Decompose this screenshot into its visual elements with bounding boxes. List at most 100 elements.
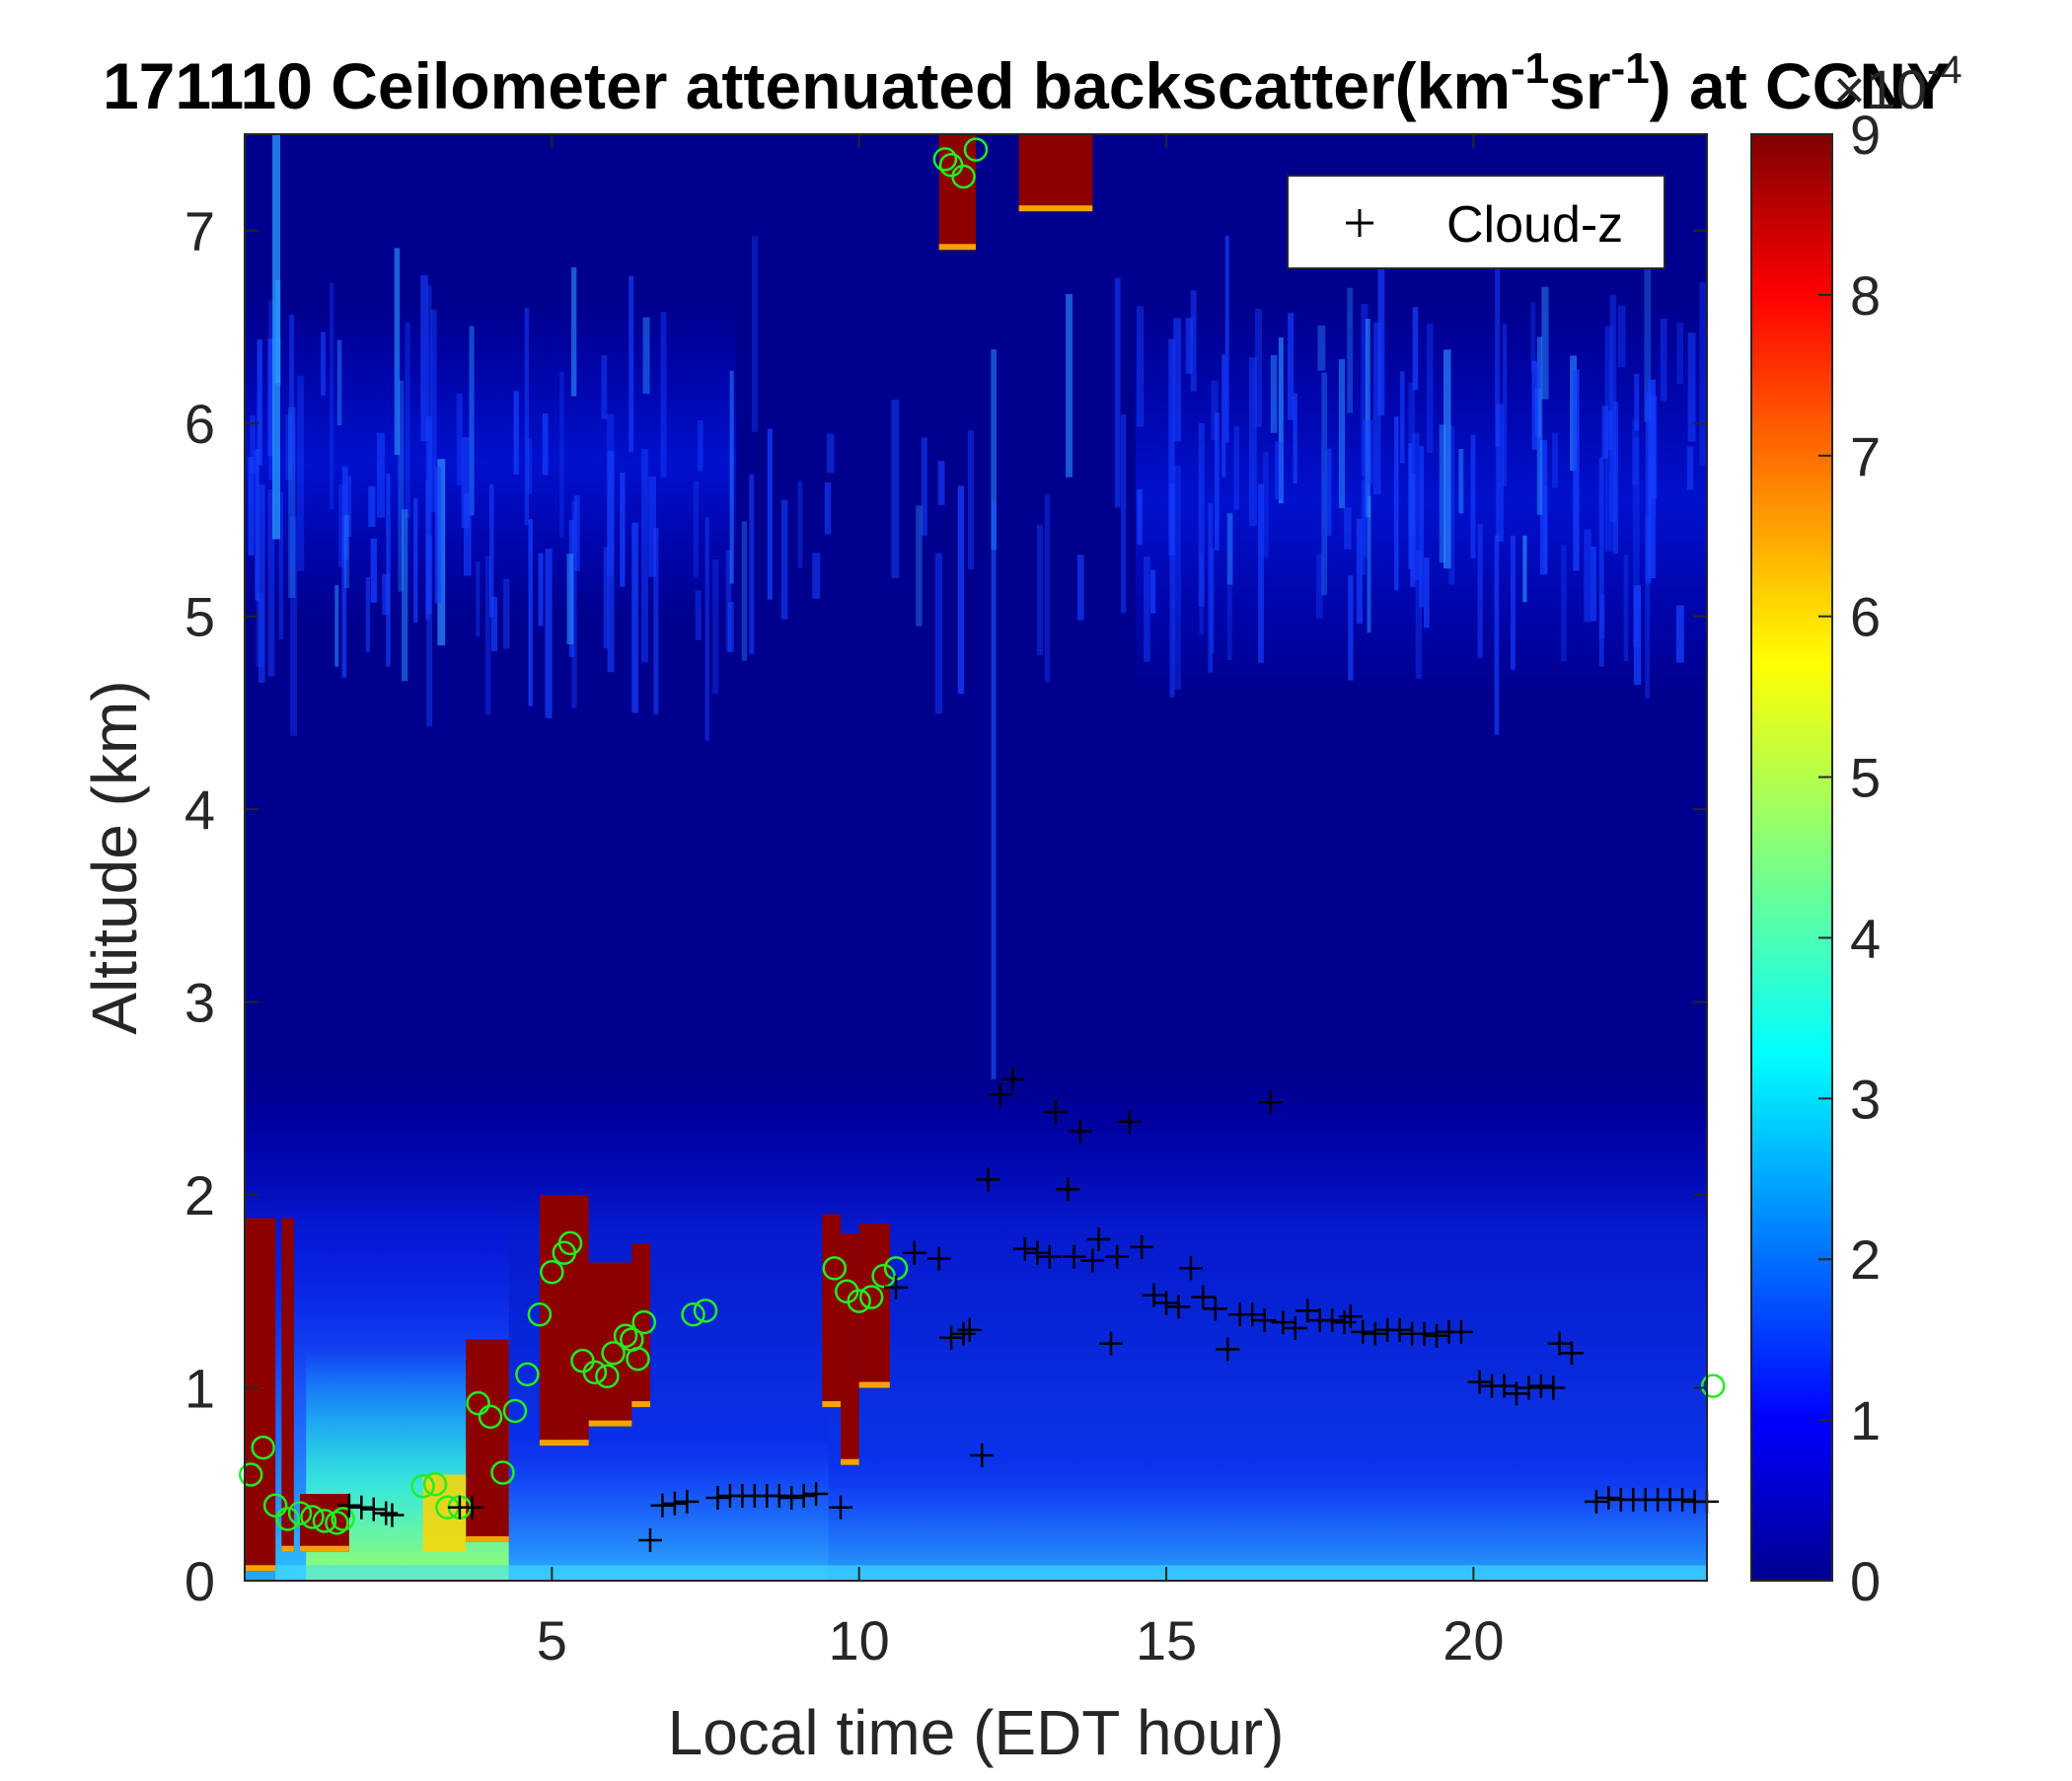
cloud-z-marker [637, 1527, 662, 1552]
backscatter-streak [344, 476, 352, 537]
backscatter-streak [603, 547, 609, 649]
backscatter-streak [1077, 555, 1084, 621]
backscatter-streak [258, 483, 265, 683]
backscatter-streak [290, 516, 298, 736]
backscatter-streak [267, 337, 274, 457]
backscatter-streak [405, 322, 410, 519]
green-circle-marker [595, 1364, 620, 1389]
backscatter-streak [749, 474, 755, 654]
backscatter-streak [1168, 338, 1175, 556]
backscatter-streak [1496, 404, 1504, 542]
green-circle-marker [626, 1346, 650, 1372]
backscatter-streak [1400, 371, 1405, 464]
cloud-block [539, 1195, 589, 1447]
backscatter-streak [285, 414, 293, 481]
cloud-block [841, 1233, 859, 1465]
cloud-z-marker [1528, 1373, 1553, 1398]
backscatter-streak [513, 391, 519, 475]
cloud-z-marker [1203, 1297, 1227, 1321]
backscatter-streak [267, 488, 275, 677]
backscatter-streak [991, 500, 997, 1079]
backscatter-streak [1494, 535, 1500, 735]
backscatter-streak [693, 481, 699, 578]
cloud-block-edge [1018, 205, 1093, 212]
surface-band [245, 1565, 1707, 1581]
backscatter-streak [490, 596, 498, 652]
green-circle-marker [422, 1472, 448, 1497]
cloud-z-marker [1191, 1285, 1216, 1309]
backscatter-streak [1208, 503, 1214, 673]
cloud-block [281, 1218, 294, 1552]
backscatter-streak [712, 559, 719, 695]
backscatter-streak [729, 370, 734, 584]
backscatter-streak [1169, 482, 1175, 698]
cloud-z-marker [791, 1483, 816, 1508]
backscatter-streak [1210, 548, 1215, 654]
green-circle-marker [325, 1511, 349, 1535]
backscatter-streak [489, 483, 494, 618]
backscatter-streak [1287, 313, 1295, 420]
backscatter-streak [365, 577, 370, 652]
backscatter-streak [934, 553, 942, 714]
backscatter-streak [1221, 353, 1226, 478]
backscatter-streak [937, 461, 945, 505]
y-tick-label: 7 [185, 200, 215, 262]
cloud-z-marker [374, 1501, 399, 1525]
colorbar-tick-label: 1 [1850, 1389, 1881, 1451]
backscatter-streak [386, 474, 391, 667]
cloud-z-marker [1252, 1308, 1277, 1333]
backscatter-streak [1211, 380, 1219, 440]
green-circle-marker [693, 1299, 718, 1323]
cloud-z-marker [884, 1275, 909, 1299]
legend[interactable]: Cloud-z [1287, 175, 1665, 269]
backscatter-streak [1477, 523, 1483, 658]
y-tick-label: 5 [185, 586, 215, 648]
backscatter-streak [704, 517, 709, 741]
cloud-z-marker [1596, 1485, 1621, 1510]
y-tick-label: 2 [185, 1164, 215, 1226]
backscatter-streak [751, 236, 759, 432]
backscatter-streak [1598, 457, 1604, 667]
cloud-z-marker [1105, 1244, 1130, 1269]
cloud-z-marker [1240, 1302, 1265, 1327]
cloud-z-marker [336, 1493, 361, 1518]
green-circle-marker [251, 1435, 275, 1460]
backscatter-streak [641, 448, 648, 663]
backscatter-streak [1648, 379, 1657, 579]
cloud-z-marker [1560, 1341, 1585, 1366]
backscatter-streak [250, 415, 256, 474]
backscatter-streak [566, 554, 574, 645]
cloud-z-marker [1062, 1244, 1086, 1269]
cloud-z-marker [1037, 1244, 1062, 1269]
backscatter-streak [1262, 452, 1269, 558]
cloud-z-marker [1351, 1319, 1375, 1344]
backscatter-streak [1066, 294, 1073, 478]
backscatter-streak [484, 556, 491, 715]
marker-layer [238, 137, 1726, 1552]
cloud-z-marker [970, 1443, 995, 1467]
cloud-z-marker [1178, 1256, 1203, 1281]
green-circle-marker [582, 1360, 608, 1385]
backscatter-streak [1270, 354, 1278, 433]
cloud-z-marker [976, 1167, 1000, 1192]
backscatter-streak [1356, 518, 1364, 625]
backscatter-streak [526, 438, 533, 494]
green-circle-marker [601, 1341, 626, 1366]
backscatter-streak [542, 412, 549, 476]
green-circle-marker [275, 1507, 300, 1531]
backscatter-streak [524, 308, 530, 526]
cloud-z-marker [1068, 1119, 1092, 1144]
backscatter-streak [1338, 359, 1346, 509]
backscatter-streak [991, 348, 997, 551]
cloud-z-marker [1117, 1109, 1142, 1134]
backscatter-streak [725, 550, 732, 652]
backscatter-streak [368, 485, 376, 527]
backscatter-streak [1254, 308, 1263, 427]
backscatter-streak [1573, 369, 1580, 571]
colorbar-tick-label: 4 [1850, 907, 1881, 969]
backscatter-streak [1377, 258, 1385, 416]
backscatter-streak [1686, 446, 1694, 490]
backscatter-streak [1634, 373, 1640, 431]
x-tick-label: 5 [537, 1609, 567, 1671]
cloud-block-edge [245, 1565, 276, 1572]
